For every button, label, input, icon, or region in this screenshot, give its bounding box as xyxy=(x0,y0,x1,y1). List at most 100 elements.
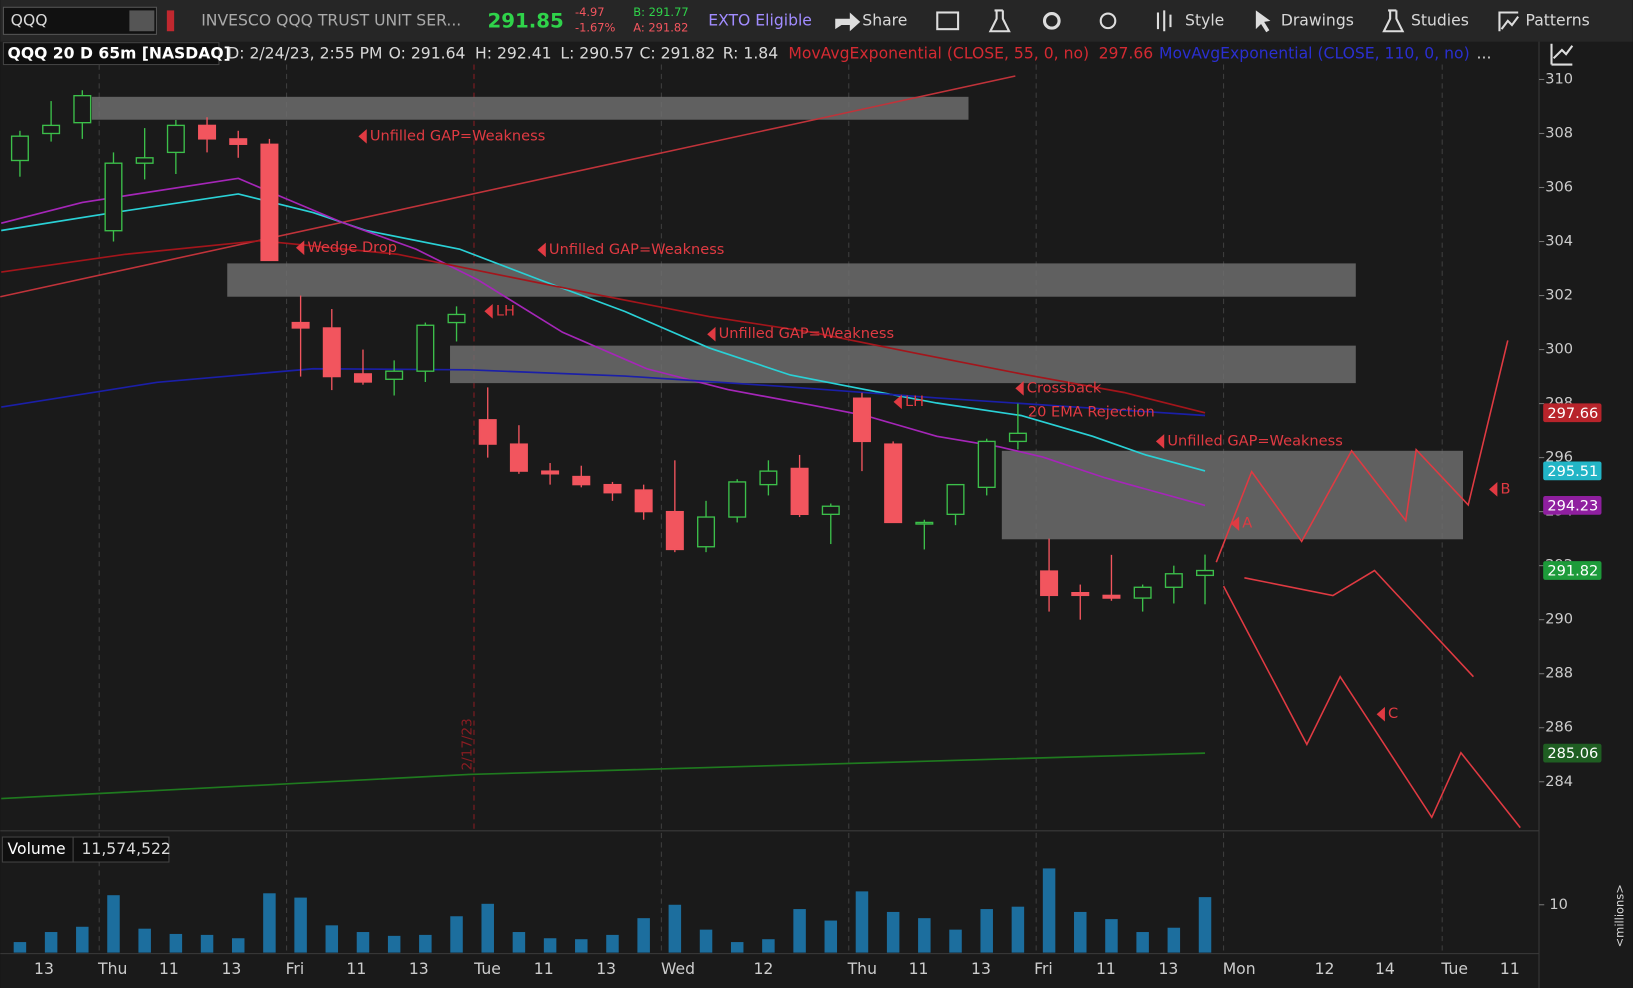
change-pct: -1.67% xyxy=(575,21,616,35)
volume-bar xyxy=(419,934,432,953)
annotation: Wedge Drop xyxy=(307,239,397,256)
volume-last: 11,574,522 xyxy=(81,840,170,858)
candle-body xyxy=(634,489,653,513)
volume-bar xyxy=(543,938,557,953)
candle-body xyxy=(572,475,591,486)
projection[interactable] xyxy=(1215,340,1509,563)
candle-body xyxy=(1008,432,1027,443)
price-tag-label: 285.06 xyxy=(1547,745,1598,762)
x-tick-label: 11 xyxy=(346,960,366,978)
candle-body xyxy=(104,162,123,232)
x-tick-label: 11 xyxy=(909,960,929,978)
annotation-arrow xyxy=(484,304,493,319)
volume-unit: <millions> xyxy=(1613,884,1627,947)
volume-bar xyxy=(450,916,463,953)
x-tick-label: Thu xyxy=(847,960,877,978)
x-tick-label: Tue xyxy=(1440,960,1468,978)
annotation: C xyxy=(1388,705,1398,722)
x-tick-label: 12 xyxy=(1315,960,1335,978)
x-tick-label: Tue xyxy=(473,960,501,978)
volume-label: Volume xyxy=(8,840,66,858)
candle-body xyxy=(166,124,185,154)
y-tick-label: 286 xyxy=(1545,719,1573,736)
settings-icon[interactable] xyxy=(1042,11,1061,30)
volume-bar xyxy=(1074,911,1087,953)
annotation: B xyxy=(1501,480,1511,497)
candle-body xyxy=(73,94,92,124)
gap-zone[interactable] xyxy=(1001,450,1464,540)
chart-icon[interactable] xyxy=(1550,43,1574,66)
gap-zone[interactable] xyxy=(227,263,1356,297)
candle-body xyxy=(1133,586,1152,599)
volume-bar xyxy=(231,938,245,953)
volume-bar xyxy=(886,911,900,953)
projections xyxy=(1215,340,1521,829)
x-tick-label: Mon xyxy=(1223,960,1256,978)
plot: 2842862882902922942962983003023043063083… xyxy=(1,70,1602,978)
candle-body xyxy=(759,470,778,486)
study-label[interactable]: MovAvgExponential (CLOSE, 55, 0, no) xyxy=(788,45,1089,63)
annotation-arrow xyxy=(707,326,716,342)
candle-body xyxy=(1040,570,1059,597)
trendline[interactable] xyxy=(0,75,1016,298)
projection[interactable] xyxy=(1244,569,1475,678)
style-button[interactable]: Style xyxy=(1185,11,1224,29)
patterns-button[interactable]: Patterns xyxy=(1525,11,1589,29)
candle-body xyxy=(322,327,341,378)
volume-bar xyxy=(980,909,993,953)
candle-body xyxy=(884,443,903,524)
volume-bar xyxy=(855,891,869,953)
gap-zone[interactable] xyxy=(450,345,1356,384)
alert-icon xyxy=(166,10,175,32)
more[interactable]: ... xyxy=(1477,45,1492,63)
projection[interactable] xyxy=(1222,585,1521,829)
drawings-button[interactable]: Drawings xyxy=(1281,11,1354,29)
price-tag-label: 294.23 xyxy=(1547,497,1598,514)
volume-bar xyxy=(512,932,526,953)
studies-button[interactable]: Studies xyxy=(1411,11,1469,29)
annotation-arrow xyxy=(358,129,367,144)
volume-bar xyxy=(387,935,401,953)
volume-bar xyxy=(263,893,276,953)
volume-bar xyxy=(575,939,588,953)
style-icon xyxy=(1156,10,1172,32)
x-tick-label: 13 xyxy=(971,960,991,978)
study-label[interactable]: MovAvgExponential (CLOSE, 110, 0, no) xyxy=(1159,45,1470,63)
moving-average xyxy=(1,367,1206,417)
share-button[interactable]: Share xyxy=(862,11,907,29)
bid: B: 291.77 xyxy=(633,5,688,19)
price-tag xyxy=(1543,461,1602,481)
info-low: L: 290.57 xyxy=(560,45,634,63)
clock-icon[interactable] xyxy=(1099,12,1117,30)
volume-bar xyxy=(637,918,650,953)
x-tick-label: Wed xyxy=(661,960,695,978)
y-tick-label: 302 xyxy=(1545,287,1573,304)
volume-bar xyxy=(824,920,838,953)
volume-bar xyxy=(481,903,494,953)
info-bar: QQQ 20 D 65m [NASDAQ] D: 2/24/23, 2:55 P… xyxy=(2,42,1574,66)
price-tag xyxy=(1543,561,1602,580)
y-tick-label: 296 xyxy=(1545,449,1573,466)
exto[interactable]: EXTO Eligible xyxy=(708,11,812,29)
volume-bar xyxy=(169,933,183,953)
candle-body xyxy=(697,516,716,548)
candle-body xyxy=(1164,573,1183,588)
candle-body xyxy=(416,324,435,372)
icon[interactable] xyxy=(988,9,1011,33)
volume-bar xyxy=(356,932,370,953)
icon[interactable] xyxy=(936,11,960,31)
volume-bar xyxy=(1136,932,1149,953)
symbol-dropdown[interactable] xyxy=(129,10,155,32)
volume-bar xyxy=(793,909,806,953)
candle-body xyxy=(728,481,747,518)
share-icon xyxy=(835,12,861,32)
volume-bar xyxy=(200,934,214,953)
candle-body xyxy=(447,313,466,324)
volume-bar xyxy=(76,926,89,953)
volume-bar xyxy=(699,929,713,953)
gap-zone[interactable] xyxy=(91,96,969,120)
symbol[interactable]: QQQ xyxy=(11,11,48,29)
info-open: O: 291.64 xyxy=(389,45,466,63)
price-tag-label: 291.82 xyxy=(1547,563,1598,580)
